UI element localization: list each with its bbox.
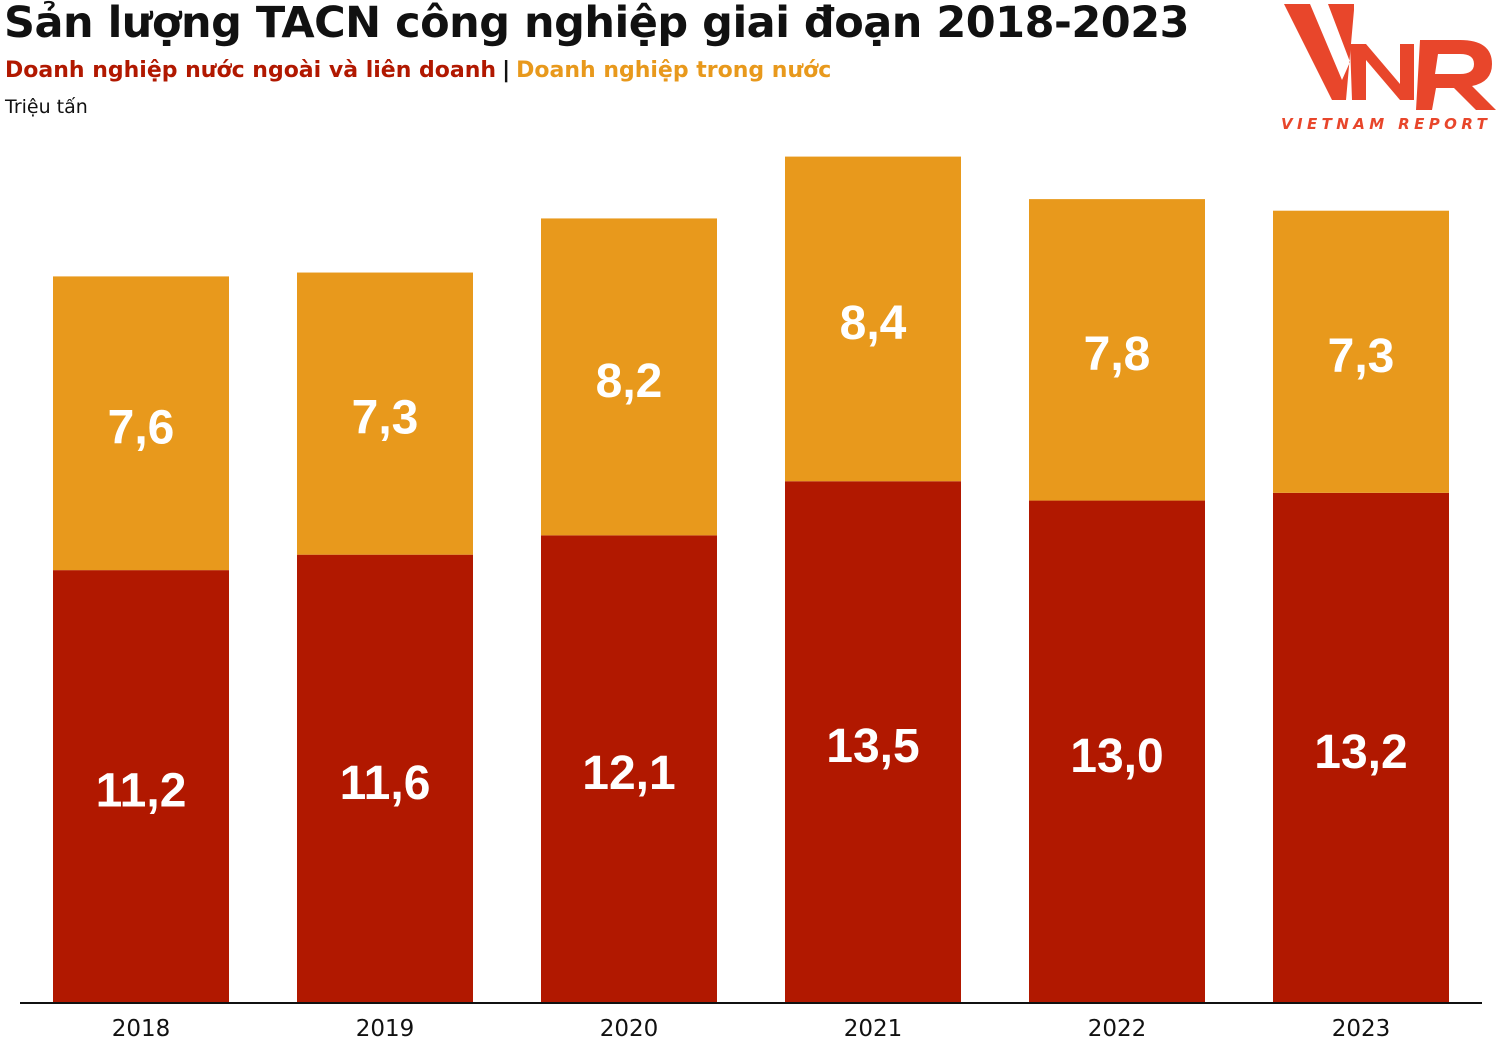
- logo-n-mark: [1350, 44, 1414, 100]
- x-tick-2018: 2018: [112, 1016, 171, 1042]
- data-label-domestic-2021: 8,4: [840, 297, 907, 350]
- data-label-domestic-2019: 7,3: [352, 392, 419, 445]
- logo-text: VIETNAM REPORT: [1281, 115, 1492, 133]
- legend-item-domestic: Doanh nghiệp trong nước: [516, 58, 832, 83]
- logo-r-mark: [1416, 40, 1496, 110]
- data-label-domestic-2023: 7,3: [1328, 330, 1395, 383]
- bar-foreign-2019: [297, 554, 473, 1003]
- x-tick-2023: 2023: [1332, 1016, 1391, 1042]
- x-tick-2019: 2019: [356, 1016, 415, 1042]
- x-tick-2020: 2020: [600, 1016, 659, 1042]
- data-label-domestic-2018: 7,6: [108, 401, 175, 454]
- bar-foreign-2021: [785, 481, 961, 1003]
- data-label-domestic-2020: 8,2: [596, 355, 663, 408]
- bars-group: 11,2 7,6 11,6 7,3 12,1 8,2 13,5 8,4 13,0 7,8 13,2 7…: [53, 156, 1449, 1003]
- data-label-domestic-2022: 7,8: [1084, 328, 1151, 381]
- bar-domestic-2022: [1029, 199, 1205, 501]
- x-tick-2021: 2021: [844, 1016, 903, 1042]
- data-label-foreign-2020: 12,1: [582, 747, 675, 800]
- data-label-foreign-2019: 11,6: [340, 757, 431, 810]
- data-label-foreign-2023: 13,2: [1314, 726, 1407, 779]
- bar-foreign-2023: [1273, 492, 1449, 1003]
- bar-domestic-2020: [541, 218, 717, 536]
- legend-item-foreign: Doanh nghiệp nước ngoài và liên doanh: [5, 58, 497, 83]
- data-label-foreign-2022: 13,0: [1070, 730, 1163, 783]
- bar-domestic-2018: [53, 276, 229, 571]
- legend-separator: |: [502, 58, 511, 83]
- legend: Doanh nghiệp nước ngoài và liên doanh | Do…: [5, 58, 831, 83]
- unit-label: Triệu tấn: [5, 96, 88, 118]
- bar-foreign-2018: [53, 570, 229, 1003]
- data-label-foreign-2018: 11,2: [96, 765, 187, 818]
- bar-domestic-2023: [1273, 210, 1449, 493]
- vnr-logo-icon: [1284, 4, 1496, 110]
- bar-domestic-2019: [297, 272, 473, 555]
- x-tick-2022: 2022: [1088, 1016, 1147, 1042]
- data-label-foreign-2021: 13,5: [826, 720, 919, 773]
- logo-v-mark: [1284, 4, 1354, 100]
- bar-domestic-2021: [785, 156, 961, 482]
- bar-foreign-2022: [1029, 500, 1205, 1003]
- x-tick-labels: 2018 2019 2020 2021 2022 2023: [112, 1016, 1391, 1042]
- chart-title: Sản lượng TACN công nghiệp giai đoạn 201…: [4, 0, 1190, 48]
- bar-foreign-2020: [541, 535, 717, 1003]
